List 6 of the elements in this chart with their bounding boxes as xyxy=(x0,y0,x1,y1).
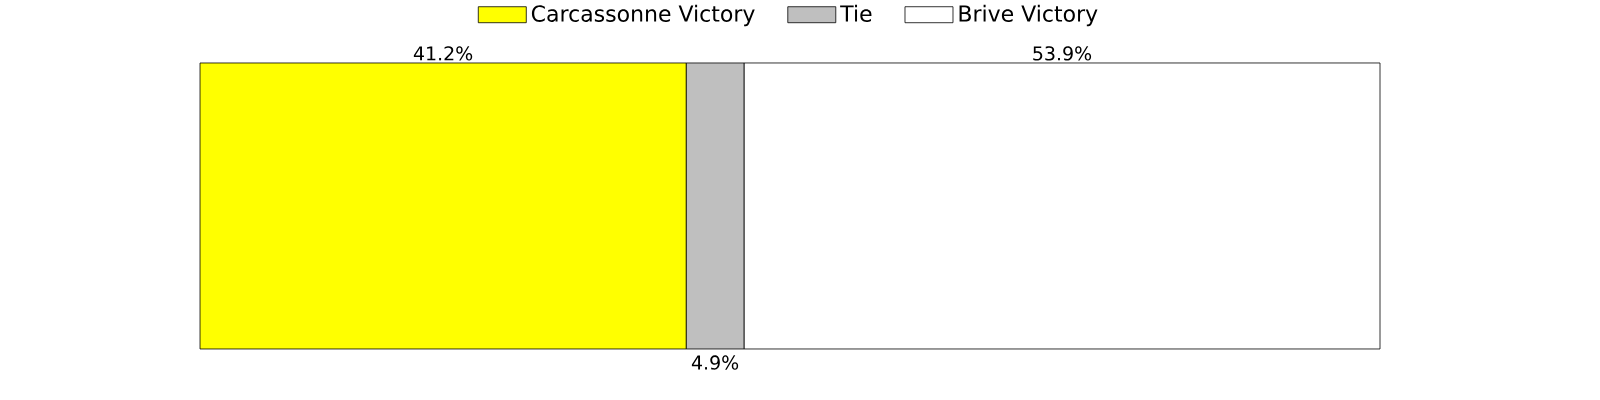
legend-label: Carcassonne Victory xyxy=(531,4,755,27)
legend-label: Tie xyxy=(840,4,872,22)
data-label: 4.9% xyxy=(691,355,739,370)
data-label: 41.2% xyxy=(413,46,473,61)
legend-label: Brive Victory xyxy=(959,4,1098,27)
data-label: 53.9% xyxy=(1033,46,1092,61)
